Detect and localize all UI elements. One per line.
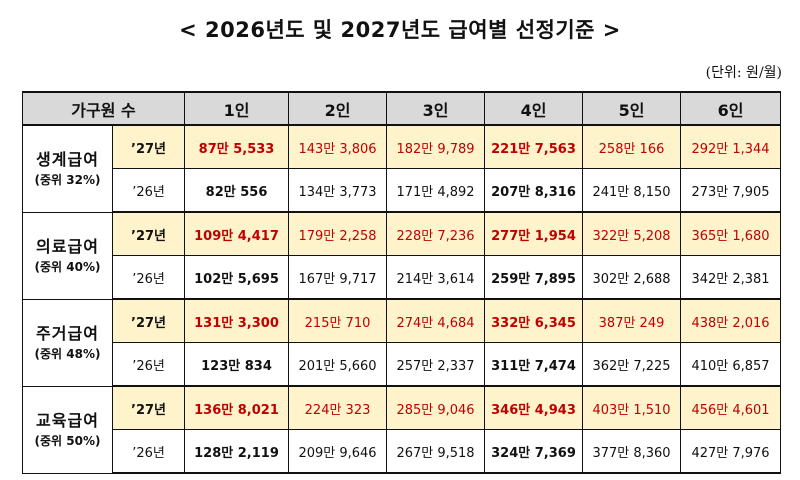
value-cell: 257만 2,337 xyxy=(386,342,486,387)
value-cell: 136만 8,021 xyxy=(184,385,290,430)
category-sub: (중위 32%) xyxy=(34,172,101,187)
value-cell: 134만 3,773 xyxy=(288,168,388,213)
value-cell: 427만 7,976 xyxy=(680,429,782,474)
year-cell: ’27년 xyxy=(111,298,186,343)
value-cell: 259만 7,895 xyxy=(484,255,584,300)
category-sub: (중위 48%) xyxy=(34,346,101,361)
value-cell: 365만 1,680 xyxy=(680,211,782,256)
table-row: 주거급여 (중위 48%) ’27년 131만 3,300 215만 710 2… xyxy=(22,298,782,387)
value-cell: 128만 2,119 xyxy=(184,429,290,474)
category-cell: 생계급여 (중위 32%) xyxy=(22,124,113,213)
value-cell: 274만 4,684 xyxy=(386,298,486,343)
category-cell: 주거급여 (중위 48%) xyxy=(22,298,113,387)
table-row: 의료급여 (중위 40%) ’27년 109만 4,417 179만 2,258… xyxy=(22,211,782,300)
value-cell: 179만 2,258 xyxy=(288,211,388,256)
category-name: 교육급여 xyxy=(36,410,99,430)
value-cell: 143만 3,806 xyxy=(288,124,388,169)
value-cell: 224만 323 xyxy=(288,385,388,430)
value-cell: 377만 8,360 xyxy=(582,429,682,474)
category-sub: (중위 40%) xyxy=(34,259,101,274)
value-cell: 456만 4,601 xyxy=(680,385,782,430)
category-name: 주거급여 xyxy=(36,323,99,343)
value-cell: 207만 8,316 xyxy=(484,168,584,213)
value-cell: 410만 6,857 xyxy=(680,342,782,387)
table-row: ’26년 102만 5,695 167만 9,717 214만 3,614 25… xyxy=(23,255,782,300)
year-cell: ’26년 xyxy=(111,168,186,213)
header-col-2: 2인 xyxy=(288,91,388,126)
value-cell: 285만 9,046 xyxy=(386,385,486,430)
header-row: 가구원 수 1인 2인 3인 4인 5인 6인 xyxy=(21,91,782,126)
value-cell: 109만 4,417 xyxy=(184,211,290,256)
value-cell: 387만 249 xyxy=(582,298,682,343)
category-cell: 교육급여 (중위 50%) xyxy=(22,385,113,474)
value-cell: 167만 9,717 xyxy=(288,255,388,300)
value-cell: 292만 1,344 xyxy=(680,124,782,169)
header-col-6: 6인 xyxy=(680,91,782,126)
value-cell: 302만 2,688 xyxy=(582,255,682,300)
year-cell: ’26년 xyxy=(111,429,186,474)
value-cell: 221만 7,563 xyxy=(484,124,584,169)
header-col-4: 4인 xyxy=(484,91,584,126)
category-cell: 의료급여 (중위 40%) xyxy=(22,211,113,300)
year-cell: ’27년 xyxy=(111,124,186,169)
value-cell: 342만 2,381 xyxy=(680,255,782,300)
value-cell: 362만 7,225 xyxy=(582,342,682,387)
table-row: ’26년 82만 556 134만 3,773 171만 4,892 207만 … xyxy=(23,168,782,213)
value-cell: 102만 5,695 xyxy=(184,255,290,300)
value-cell: 182만 9,789 xyxy=(386,124,486,169)
value-cell: 267만 9,518 xyxy=(386,429,486,474)
criteria-table: 가구원 수 1인 2인 3인 4인 5인 6인 생계급여 (중위 32%) ’2… xyxy=(21,91,782,474)
year-cell: ’27년 xyxy=(111,385,186,430)
value-cell: 403만 1,510 xyxy=(582,385,682,430)
header-col-1: 1인 xyxy=(184,91,290,126)
category-name: 의료급여 xyxy=(36,236,99,256)
year-cell: ’26년 xyxy=(111,255,186,300)
table-row: 생계급여 (중위 32%) ’27년 87만 5,533 143만 3,806 … xyxy=(22,124,782,213)
value-cell: 438만 2,016 xyxy=(680,298,782,343)
value-cell: 324만 7,369 xyxy=(484,429,584,474)
value-cell: 277만 1,954 xyxy=(484,211,584,256)
page-title: < 2026년도 및 2027년도 급여별 선정기준 > xyxy=(179,18,621,42)
value-cell: 123만 834 xyxy=(184,342,290,387)
value-cell: 346만 4,943 xyxy=(484,385,584,430)
table-row: 교육급여 (중위 50%) ’27년 136만 8,021 224만 323 2… xyxy=(22,385,782,474)
unit-note: (단위: 원/월) xyxy=(705,65,782,81)
year-cell: ’27년 xyxy=(111,211,186,256)
value-cell: 311만 7,474 xyxy=(484,342,584,387)
table-row: ’26년 128만 2,119 209만 9,646 267만 9,518 32… xyxy=(23,429,782,474)
value-cell: 273만 7,905 xyxy=(680,168,782,213)
category-sub: (중위 50%) xyxy=(34,433,101,448)
table-row: ’26년 123만 834 201만 5,660 257만 2,337 311만… xyxy=(23,342,782,387)
value-cell: 241만 8,150 xyxy=(582,168,682,213)
value-cell: 82만 556 xyxy=(184,168,290,213)
value-cell: 228만 7,236 xyxy=(386,211,486,256)
value-cell: 322만 5,208 xyxy=(582,211,682,256)
value-cell: 131만 3,300 xyxy=(184,298,290,343)
value-cell: 171만 4,892 xyxy=(386,168,486,213)
value-cell: 209만 9,646 xyxy=(288,429,388,474)
value-cell: 332만 6,345 xyxy=(484,298,584,343)
value-cell: 214만 3,614 xyxy=(386,255,486,300)
category-name: 생계급여 xyxy=(36,149,99,169)
header-col-3: 3인 xyxy=(386,91,486,126)
value-cell: 201만 5,660 xyxy=(288,342,388,387)
year-cell: ’26년 xyxy=(111,342,186,387)
value-cell: 87만 5,533 xyxy=(184,124,290,169)
value-cell: 258만 166 xyxy=(582,124,682,169)
header-household: 가구원 수 xyxy=(21,91,186,126)
value-cell: 215만 710 xyxy=(288,298,388,343)
header-col-5: 5인 xyxy=(582,91,682,126)
